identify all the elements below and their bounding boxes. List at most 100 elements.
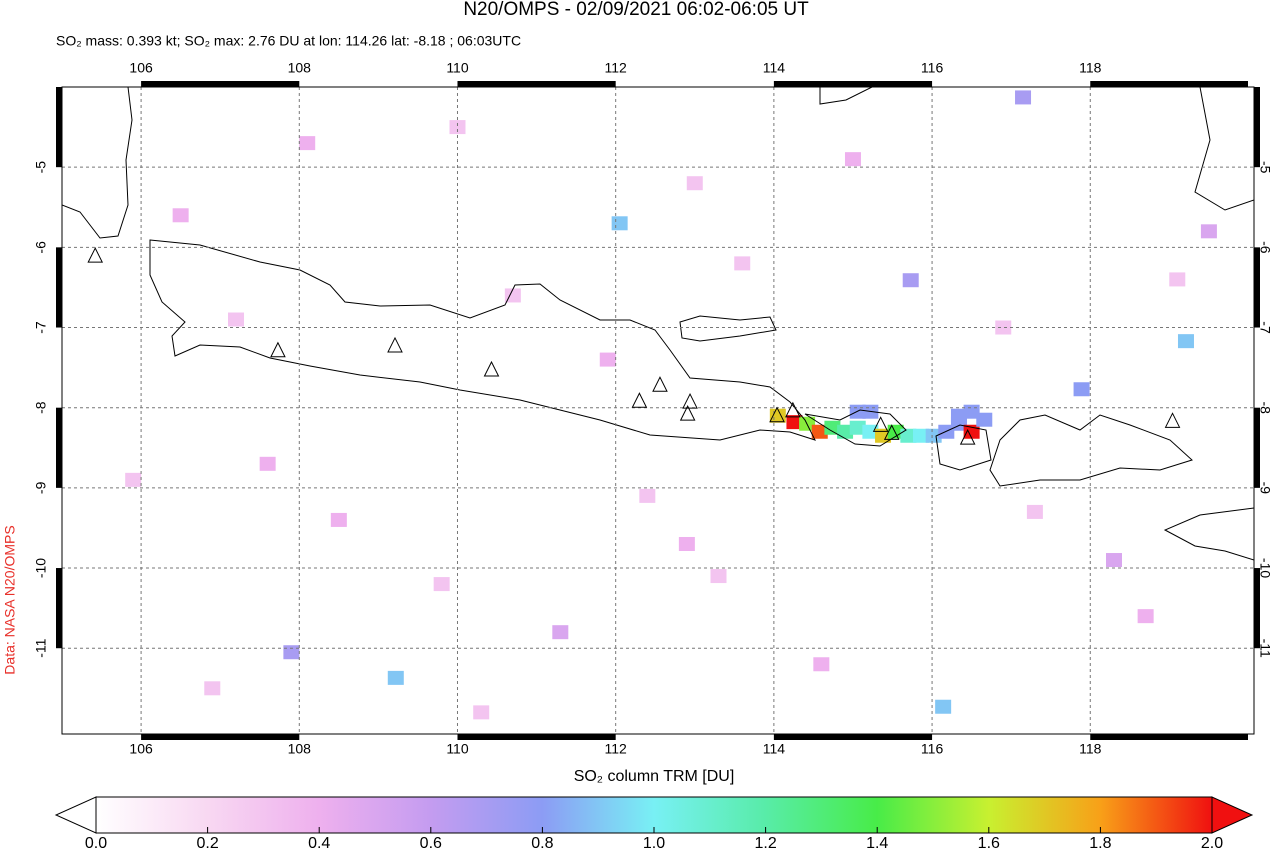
- credit: Data: NASA N20/OMPS: [2, 525, 18, 674]
- colorbar-tick-label: 1.2: [754, 835, 776, 852]
- so2-pixel: [678, 536, 695, 551]
- so2-pixel: [849, 404, 866, 419]
- so2-pixel: [900, 428, 917, 443]
- so2-pixel: [204, 681, 221, 696]
- colorbar-tick-label: 2.0: [1201, 835, 1223, 852]
- so2-pixel: [963, 404, 980, 419]
- frame-bar: [56, 87, 62, 168]
- so2-pixel: [552, 625, 569, 640]
- frame-bar: [141, 81, 300, 87]
- y-tick-label-right: -6: [1257, 241, 1272, 254]
- so2-pixel: [611, 216, 628, 231]
- volcano: [270, 341, 286, 358]
- x-tick-label-bottom: 110: [446, 741, 469, 757]
- colorbar-tick-label: 0.2: [196, 835, 218, 852]
- so2-pixel: [710, 569, 727, 584]
- y-tick-label-right: -10: [1257, 558, 1272, 578]
- volcano: [872, 416, 889, 432]
- so2-pixel: [1137, 609, 1154, 624]
- so2-pixel: [639, 488, 656, 503]
- so2-pixel: [299, 136, 316, 151]
- frame-bar: [1090, 734, 1248, 740]
- colorbar-tick-label: 0.4: [308, 835, 330, 852]
- x-tick-label-bottom: 118: [1079, 741, 1102, 757]
- colorbar-tick-label: 0.8: [531, 835, 553, 852]
- frame-bar: [141, 734, 300, 740]
- volcano: [631, 392, 648, 408]
- x-tick-label-bottom: 106: [129, 741, 153, 757]
- x-tick-label-top: 110: [446, 60, 469, 76]
- so2-pixel: [995, 320, 1012, 335]
- coast-bali: [804, 409, 907, 447]
- volcano: [769, 406, 785, 423]
- y-tick-label-left: -8: [33, 401, 49, 414]
- coast-sumatra: [62, 87, 133, 239]
- pixel-layer: [125, 90, 1217, 720]
- title: N20/OMPS - 02/09/2021 06:02-06:05 UT: [463, 0, 809, 20]
- so2-pixel: [1105, 553, 1122, 568]
- so2-pixel: [837, 424, 854, 439]
- colorbar-under: [54, 796, 97, 834]
- so2-pixel: [849, 420, 866, 435]
- x-tick-label-top: 116: [921, 60, 944, 76]
- so2-pixel: [902, 273, 919, 288]
- so2-pixel: [433, 577, 450, 592]
- coast-sumba: [1163, 507, 1254, 561]
- so2-pixel: [1026, 504, 1043, 519]
- volcano: [652, 376, 668, 392]
- y-tick-label-right: -7: [1257, 321, 1272, 334]
- frame-bar: [457, 734, 616, 740]
- so2-pixel: [599, 352, 616, 367]
- colorbar-tick-label: 0.0: [85, 835, 107, 852]
- coast-java: [149, 239, 816, 441]
- volcano: [483, 360, 500, 377]
- volcano: [682, 392, 698, 409]
- so2-pixel: [824, 420, 841, 435]
- frame-bar: [1254, 247, 1260, 328]
- so2-pixel: [1073, 382, 1090, 397]
- so2-pixel: [330, 512, 347, 527]
- frame-bar: [1254, 568, 1260, 649]
- so2-pixel: [786, 415, 803, 430]
- colorbar-tick-label: 1.6: [978, 835, 1000, 852]
- coast-madura: [679, 315, 777, 342]
- volcano: [87, 247, 104, 263]
- y-tick-label-left: -6: [33, 241, 49, 254]
- so2-pixel: [1169, 272, 1186, 287]
- frame-bar: [1254, 407, 1260, 488]
- frame-border: [61, 86, 1255, 735]
- so2-pixel: [925, 428, 942, 443]
- subtitle: SO₂ mass: 0.393 kt; SO₂ max: 2.76 DU at …: [56, 33, 521, 49]
- y-tick-label-right: -5: [1257, 161, 1272, 174]
- y-tick-label-left: -9: [33, 481, 49, 494]
- frame-bar: [56, 247, 62, 328]
- colorbar-over: [1211, 796, 1254, 834]
- colorbar-tick-label: 0.6: [420, 835, 442, 852]
- colorbar: SO₂ column TRM [DU] 0.0 0.2 0.4 0.6 0.8 1.0 1.…: [54, 768, 1254, 852]
- so2-pixel: [976, 412, 993, 427]
- so2-pixel: [811, 424, 828, 439]
- so2-pixel: [125, 472, 142, 487]
- volcano: [785, 401, 801, 418]
- frame-bar: [457, 81, 616, 87]
- volcano: [679, 404, 696, 421]
- y-tick-label-left: -7: [33, 321, 49, 334]
- so2-pixel: [912, 428, 929, 443]
- so2-pixel: [813, 657, 830, 672]
- so2-pixel: [172, 208, 189, 223]
- x-tick-label-bottom: 112: [605, 741, 628, 757]
- y-tick-label-left: -11: [33, 638, 49, 657]
- plot-area: [62, 87, 1254, 734]
- so2-pixel: [283, 645, 300, 660]
- x-tick-label-bottom: 116: [921, 741, 944, 757]
- so2-pixel: [844, 152, 861, 167]
- y-tick-label-right: -11: [1257, 639, 1272, 658]
- so2-pixel: [1200, 224, 1217, 239]
- so2-pixel: [259, 456, 276, 471]
- frame-bar: [773, 81, 933, 87]
- colorbar-tick-label: 1.4: [866, 835, 888, 852]
- y-tick-label-right: -9: [1257, 482, 1272, 495]
- so2-pixel: [686, 176, 703, 191]
- frame-bar: [1254, 87, 1260, 168]
